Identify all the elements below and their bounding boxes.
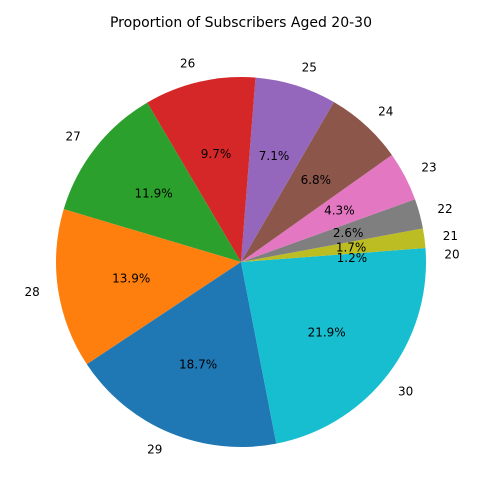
percent-label-29: 18.7% xyxy=(179,357,217,371)
slice-label-25: 25 xyxy=(302,61,317,75)
percent-label-24: 6.8% xyxy=(301,173,332,187)
pie-slice-29 xyxy=(86,262,277,448)
pie-slice-20 xyxy=(241,248,426,262)
percent-label-21: 1.7% xyxy=(336,241,367,255)
slice-label-28: 28 xyxy=(24,285,39,299)
slice-label-21: 21 xyxy=(443,229,458,243)
percent-label-26: 9.7% xyxy=(201,147,232,161)
pie-slice-28 xyxy=(55,209,241,365)
percent-label-22: 2.6% xyxy=(333,226,364,240)
pie-slice-27 xyxy=(63,102,242,262)
pie-slice-21 xyxy=(241,228,426,262)
pie-slice-23 xyxy=(241,154,416,262)
percent-label-23: 4.3% xyxy=(324,204,355,218)
slice-label-27: 27 xyxy=(65,130,80,144)
slice-label-24: 24 xyxy=(378,105,393,119)
pie-slice-26 xyxy=(147,76,256,263)
pie-slices xyxy=(55,76,427,448)
percent-label-28: 13.9% xyxy=(112,271,150,285)
slice-label-29: 29 xyxy=(147,443,162,457)
percent-label-30: 21.9% xyxy=(308,326,346,340)
slice-label-22: 22 xyxy=(437,202,452,216)
slice-label-20: 20 xyxy=(444,247,459,261)
percent-label-20: 1.2% xyxy=(337,251,368,265)
pie-slice-30 xyxy=(241,262,427,444)
chart-title: Proportion of Subscribers Aged 20-30 xyxy=(110,15,372,31)
percent-label-27: 11.9% xyxy=(135,187,173,201)
pie-slice-25 xyxy=(241,77,334,262)
slice-label-23: 23 xyxy=(421,161,436,175)
percent-label-25: 7.1% xyxy=(259,149,290,163)
pie-labels: 20 1.2% 21 1.7% 22 2.6% 23 4.3% 24 6.8% 25 7.1% 26 9.… xyxy=(24,57,459,457)
pie-slice-22 xyxy=(241,199,423,262)
slice-label-26: 26 xyxy=(180,57,195,71)
pie-slice-24 xyxy=(241,101,392,262)
slice-label-30: 30 xyxy=(398,384,413,398)
